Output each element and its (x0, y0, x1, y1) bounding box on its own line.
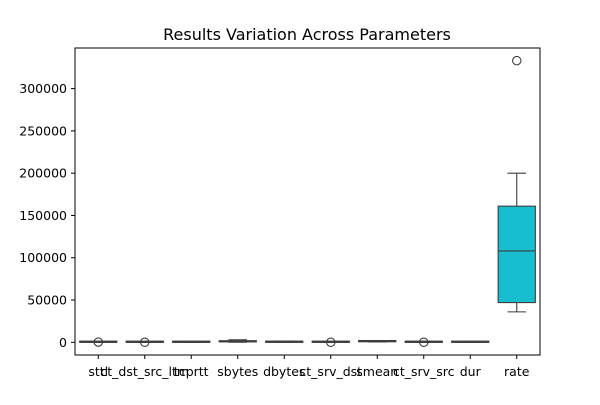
x-tick-label: rate (504, 364, 530, 379)
outlier-point (140, 337, 150, 348)
box-dbytes (265, 340, 304, 343)
y-axis: 0 50000 100000 150000 200000 250000 300000 (19, 81, 75, 350)
x-tick-label: smean (356, 364, 398, 379)
box-sttl (79, 337, 118, 347)
box-ct_srv_src (404, 337, 443, 348)
outlier-point (418, 337, 429, 348)
x-tick-label: sttl (88, 364, 108, 379)
outlier-point (325, 337, 336, 348)
boxes-layer (79, 55, 536, 348)
plot-area-frame (74, 47, 541, 356)
y-tick-label: 50000 (27, 293, 67, 308)
box-sbytes (218, 339, 257, 343)
outlier-point (511, 55, 522, 66)
box-body (497, 205, 536, 304)
y-tick-label: 250000 (19, 123, 67, 138)
y-tick-label: 0 (59, 335, 67, 350)
x-tick-label: ct_srv_src (393, 364, 455, 379)
outlier-point (93, 337, 104, 347)
box-dur (451, 340, 490, 343)
x-tick-label: ct_dst_src_ltm (100, 364, 189, 379)
box-ct_srv_dst (311, 337, 350, 348)
x-tick-label: dur (460, 364, 482, 379)
x-tick-label: sbytes (217, 364, 258, 379)
y-tick-label: 200000 (19, 166, 67, 181)
x-tick-label: dbytes (263, 364, 305, 379)
x-tick-label: tcprtt (174, 364, 209, 379)
box-rate (497, 55, 536, 313)
y-tick-label: 100000 (19, 250, 67, 265)
chart-title: Results Variation Across Parameters (163, 25, 451, 44)
y-tick-label: 300000 (19, 81, 67, 96)
box-tcprtt (172, 340, 211, 343)
box-smean (358, 339, 397, 343)
x-tick-label: ct_srv_dst (299, 364, 362, 379)
y-tick-label: 150000 (19, 208, 67, 223)
box-ct_dst_src_ltm (125, 337, 164, 348)
